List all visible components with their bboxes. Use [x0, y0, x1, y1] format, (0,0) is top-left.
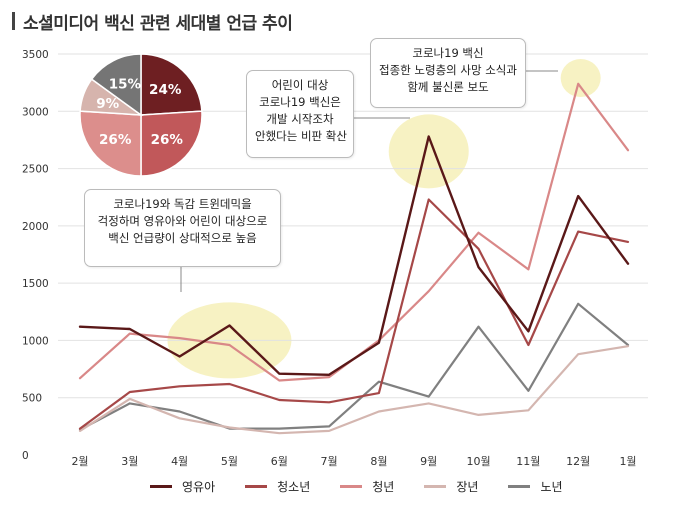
series-line-3 — [78, 345, 630, 435]
title-area: 소셜미디어 백신 관련 세대별 언급 추이 — [12, 8, 293, 34]
legend-swatch — [150, 485, 172, 488]
annotation-children-vaccine: 어린이 대상 코로나19 백신은 개발 시작조차 안했다는 비판 확산 — [246, 70, 354, 158]
annotation-line: 안했다는 비판 확산 — [255, 129, 347, 143]
annotation-line: 코로나19와 독감 트윈데믹을 — [113, 197, 252, 211]
x-tick-label: 11월 — [516, 455, 540, 468]
annotation-elderly-deaths: 코로나19 백신 접종한 노령층의 사망 소식과 함께 불신론 보도 — [370, 38, 526, 108]
y-axis-ticks: 3500 3000 2500 2000 1500 1000 500 0 — [22, 49, 49, 462]
y-tick-label: 1000 — [22, 335, 49, 347]
series-line-1 — [78, 198, 630, 430]
annotation-line: 걱정하며 영유아와 어린이 대상으로 — [97, 214, 268, 228]
legend-label: 장년 — [456, 480, 479, 494]
legend-swatch — [424, 485, 447, 488]
y-tick-label: 500 — [22, 393, 42, 405]
chart-title: 소셜미디어 백신 관련 세대별 언급 추이 — [23, 13, 293, 34]
x-tick-label: 3월 — [121, 455, 138, 468]
pie-slice-label: 26% — [151, 132, 184, 148]
series-lines — [78, 82, 630, 435]
annotation-line: 백신 언급량이 상대적으로 높음 — [108, 231, 257, 245]
series-line-0 — [78, 135, 630, 376]
y-tick-label: 2500 — [22, 164, 49, 176]
pie-slice — [90, 53, 142, 117]
y-tick-label: 0 — [22, 450, 29, 462]
highlight-ellipse — [560, 59, 601, 98]
x-tick-label: 6월 — [271, 455, 288, 468]
pie-slice-label: 24% — [149, 82, 182, 98]
highlight-ellipse — [388, 114, 469, 189]
legend-item: 청년 — [340, 478, 394, 495]
legend-label: 노년 — [540, 480, 563, 494]
x-tick-label: 7월 — [321, 455, 338, 468]
x-tick-label: 9월 — [420, 455, 437, 468]
y-tick-label: 1500 — [22, 278, 49, 290]
pie-slice-label: 26% — [99, 132, 132, 148]
pie-slice — [140, 53, 203, 116]
legend-label: 청소년 — [277, 480, 311, 494]
x-tick-label: 2월 — [71, 455, 88, 468]
legend-item: 청소년 — [245, 478, 310, 495]
legend-label: 청년 — [372, 480, 395, 494]
x-tick-label: 1월 — [619, 455, 636, 468]
pie-slice-label: 9% — [96, 96, 119, 112]
annotation-twindemic: 코로나19와 독감 트윈데믹을 걱정하며 영유아와 어린이 대상으로 백신 언급… — [84, 189, 281, 267]
legend-swatch — [245, 485, 268, 488]
pie-slice — [140, 110, 203, 177]
legend-item: 장년 — [424, 478, 478, 495]
pie-chart: 24% 26% 26% 9% 15% — [79, 53, 203, 177]
y-tick-label: 3500 — [22, 49, 49, 61]
y-tick-label: 3000 — [22, 106, 49, 118]
legend-swatch — [508, 485, 531, 488]
annotation-line: 함께 불신론 보도 — [407, 80, 489, 94]
x-tick-label: 8월 — [370, 455, 387, 468]
y-tick-label: 2000 — [22, 221, 49, 233]
title-accent-bar — [12, 12, 15, 30]
legend-swatch — [340, 485, 363, 488]
annotation-line: 코로나19 백신은 — [259, 95, 341, 109]
series-line-4 — [78, 302, 630, 431]
x-tick-label: 12월 — [566, 455, 590, 468]
legend-item: 영유아 — [150, 478, 215, 495]
annotation-line: 코로나19 백신 — [412, 46, 484, 60]
x-axis-ticks: 2월 3월 4월 5월 6월 7월 8월 9월 10월 11월 12월 1월 — [71, 455, 636, 468]
legend-label: 영유아 — [182, 480, 216, 494]
x-tick-label: 10월 — [466, 455, 490, 468]
annotation-line: 개발 시작조차 — [266, 112, 334, 126]
annotation-line: 어린이 대상 — [271, 78, 329, 92]
pie-slice — [79, 110, 142, 177]
annotation-line: 접종한 노령층의 사망 소식과 — [379, 63, 517, 77]
legend: 영유아 청소년 청년 장년 노년 — [150, 478, 593, 495]
x-tick-label: 5월 — [221, 455, 238, 468]
pie-slice-label: 15% — [109, 76, 142, 92]
legend-item: 노년 — [508, 478, 563, 495]
callout-connectors — [180, 70, 558, 292]
x-tick-label: 4월 — [171, 455, 188, 468]
